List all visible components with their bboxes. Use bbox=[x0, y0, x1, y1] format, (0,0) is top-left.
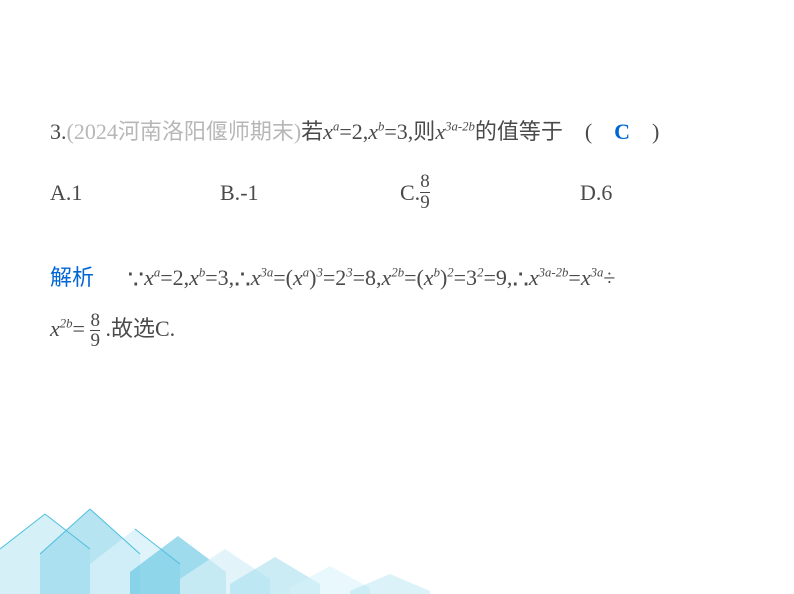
solution-label: 解析 bbox=[50, 265, 94, 290]
s2-eq3: =9, bbox=[483, 265, 512, 290]
stem-prefix: 若 bbox=[301, 119, 323, 144]
s2-exp: 2b bbox=[391, 265, 404, 279]
option-b: B.-1 bbox=[220, 172, 400, 214]
r1-exp: 3a-2b bbox=[539, 265, 569, 279]
s1-eq3: =8, bbox=[353, 265, 382, 290]
therefore-symbol-1: ∴ bbox=[234, 265, 251, 294]
s2-base: x bbox=[382, 265, 392, 290]
target-base: x bbox=[435, 119, 445, 144]
option-c: C. 8 9 bbox=[400, 172, 580, 214]
sol-c1-eq: =2, bbox=[160, 265, 189, 290]
target-exp: 3a-2b bbox=[445, 120, 475, 134]
question-number: 3. bbox=[50, 119, 67, 144]
option-c-den: 9 bbox=[420, 192, 430, 213]
result-den: 9 bbox=[90, 330, 100, 351]
option-a-label: A. bbox=[50, 172, 71, 214]
stem-mid: 则 bbox=[413, 119, 435, 144]
options-row: A.1 B.-1 C. 8 9 D.6 bbox=[50, 172, 754, 214]
sol-c2-base: x bbox=[189, 265, 199, 290]
cond2-base: x bbox=[368, 119, 378, 144]
s1-exp: 3a bbox=[261, 265, 274, 279]
background-decoration bbox=[0, 454, 794, 594]
r3-eq: = bbox=[73, 316, 85, 341]
answer-letter: C bbox=[614, 119, 630, 144]
s1-open: =( bbox=[273, 265, 293, 290]
result-num: 8 bbox=[90, 311, 100, 331]
s1-in-base: x bbox=[293, 265, 303, 290]
option-b-value: -1 bbox=[240, 172, 258, 214]
stem-suffix: 的值等于 ( bbox=[475, 119, 614, 144]
r3-exp: 2b bbox=[60, 317, 73, 331]
option-a-value: 1 bbox=[71, 172, 82, 214]
question-line: 3.(2024河南洛阳偃师期末)若xa=2,xb=3,则x3a-2b的值等于 (… bbox=[50, 110, 754, 154]
option-c-fraction: 8 9 bbox=[420, 172, 430, 213]
option-a: A.1 bbox=[50, 172, 220, 214]
option-d-label: D. bbox=[580, 172, 601, 214]
sol-c1-base: x bbox=[144, 265, 154, 290]
cond1-eq: =2, bbox=[339, 119, 368, 144]
cond2-eq: =3, bbox=[384, 119, 413, 144]
solution-tail: .故选C. bbox=[105, 316, 175, 341]
option-d: D.6 bbox=[580, 172, 612, 214]
r2-exp: 3a bbox=[591, 265, 604, 279]
r2-base: x bbox=[581, 265, 591, 290]
slide-content: 3.(2024河南洛阳偃师期末)若xa=2,xb=3,则x3a-2b的值等于 (… bbox=[50, 110, 754, 353]
div-symbol: ÷ bbox=[603, 265, 615, 290]
s2-eq2: =3 bbox=[454, 265, 477, 290]
therefore-symbol-2: ∴ bbox=[512, 265, 529, 294]
because-symbol: ∵ bbox=[128, 265, 145, 294]
s1-eq2: =2 bbox=[323, 265, 346, 290]
r1-base: x bbox=[529, 265, 539, 290]
r1-eq: = bbox=[568, 265, 580, 290]
s2-open: =( bbox=[404, 265, 424, 290]
solution-block: 解析 ∵xa=2,xb=3,∴x3a=(xa)3=23=8,x2b=(xb)2=… bbox=[50, 248, 754, 354]
cond1-base: x bbox=[323, 119, 333, 144]
sol-c2-eq: =3, bbox=[205, 265, 234, 290]
option-c-label: C. bbox=[400, 172, 420, 214]
stem-close: ) bbox=[630, 119, 659, 144]
question-source: (2024河南洛阳偃师期末) bbox=[67, 119, 302, 144]
option-c-num: 8 bbox=[420, 172, 430, 192]
option-b-label: B. bbox=[220, 172, 240, 214]
result-fraction: 8 9 bbox=[90, 311, 100, 352]
option-d-value: 6 bbox=[601, 172, 612, 214]
s1-base: x bbox=[251, 265, 261, 290]
s2-in-base: x bbox=[424, 265, 434, 290]
r3-base: x bbox=[50, 316, 60, 341]
